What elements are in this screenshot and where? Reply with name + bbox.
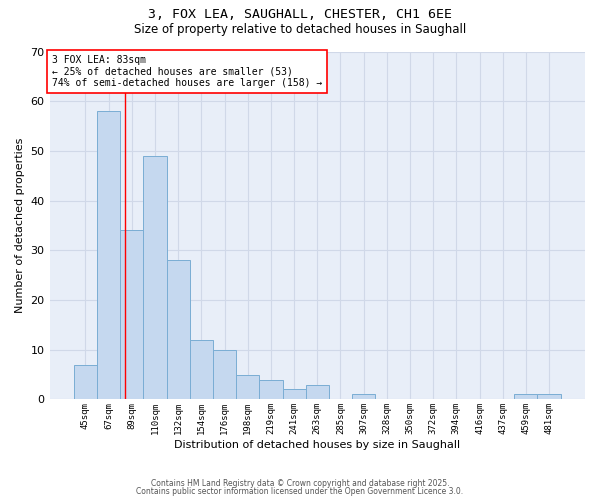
Y-axis label: Number of detached properties: Number of detached properties — [15, 138, 25, 313]
Bar — [305, 384, 329, 400]
X-axis label: Distribution of detached houses by size in Saughall: Distribution of detached houses by size … — [174, 440, 460, 450]
Bar — [259, 380, 283, 400]
Bar — [236, 374, 259, 400]
Bar — [514, 394, 538, 400]
Bar — [213, 350, 236, 400]
Bar — [143, 156, 167, 400]
Text: 3 FOX LEA: 83sqm
← 25% of detached houses are smaller (53)
74% of semi-detached : 3 FOX LEA: 83sqm ← 25% of detached house… — [52, 55, 322, 88]
Text: Size of property relative to detached houses in Saughall: Size of property relative to detached ho… — [134, 22, 466, 36]
Bar — [97, 111, 120, 400]
Text: 3, FOX LEA, SAUGHALL, CHESTER, CH1 6EE: 3, FOX LEA, SAUGHALL, CHESTER, CH1 6EE — [148, 8, 452, 20]
Text: Contains public sector information licensed under the Open Government Licence 3.: Contains public sector information licen… — [136, 487, 464, 496]
Bar — [167, 260, 190, 400]
Bar — [283, 390, 305, 400]
Bar — [74, 364, 97, 400]
Bar — [120, 230, 143, 400]
Bar — [190, 340, 213, 400]
Bar — [538, 394, 560, 400]
Text: Contains HM Land Registry data © Crown copyright and database right 2025.: Contains HM Land Registry data © Crown c… — [151, 478, 449, 488]
Bar — [352, 394, 375, 400]
